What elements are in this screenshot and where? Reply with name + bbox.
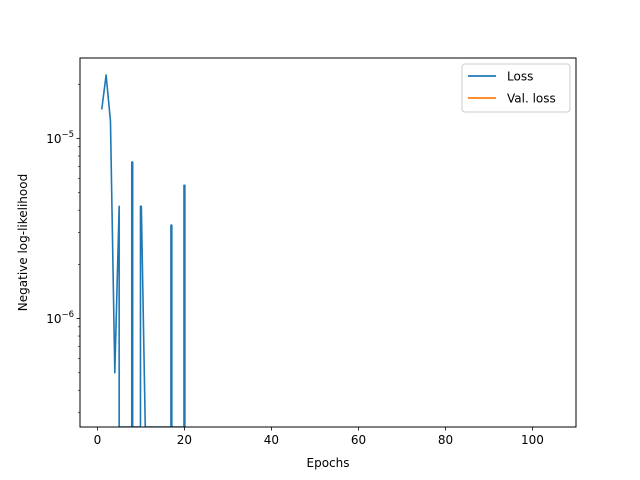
x-tick-label: 20	[177, 433, 192, 447]
plot-frame	[79, 57, 577, 428]
plot-area	[80, 58, 576, 427]
legend-label-val-loss: Val. loss	[507, 92, 556, 106]
x-tick-label: 80	[438, 433, 453, 447]
series-line-loss	[100, 74, 186, 427]
x-tick-label: 60	[351, 433, 366, 447]
x-tick-label: 40	[264, 433, 279, 447]
x-tick-label: 100	[521, 433, 544, 447]
y-tick-label: 10−6	[46, 310, 74, 326]
y-tick-label: 10−5	[46, 130, 74, 146]
axes-layer: 0 20 40 60 80 100 10−6 10−5	[46, 84, 544, 447]
series-layer	[100, 74, 186, 427]
legend-label-loss: Loss	[507, 70, 533, 84]
x-axis-label: Epochs	[307, 456, 350, 470]
y-axis-label: Negative log-likelihood	[16, 174, 30, 311]
x-tick-label: 0	[94, 433, 102, 447]
legend: Loss Val. loss	[461, 63, 571, 113]
